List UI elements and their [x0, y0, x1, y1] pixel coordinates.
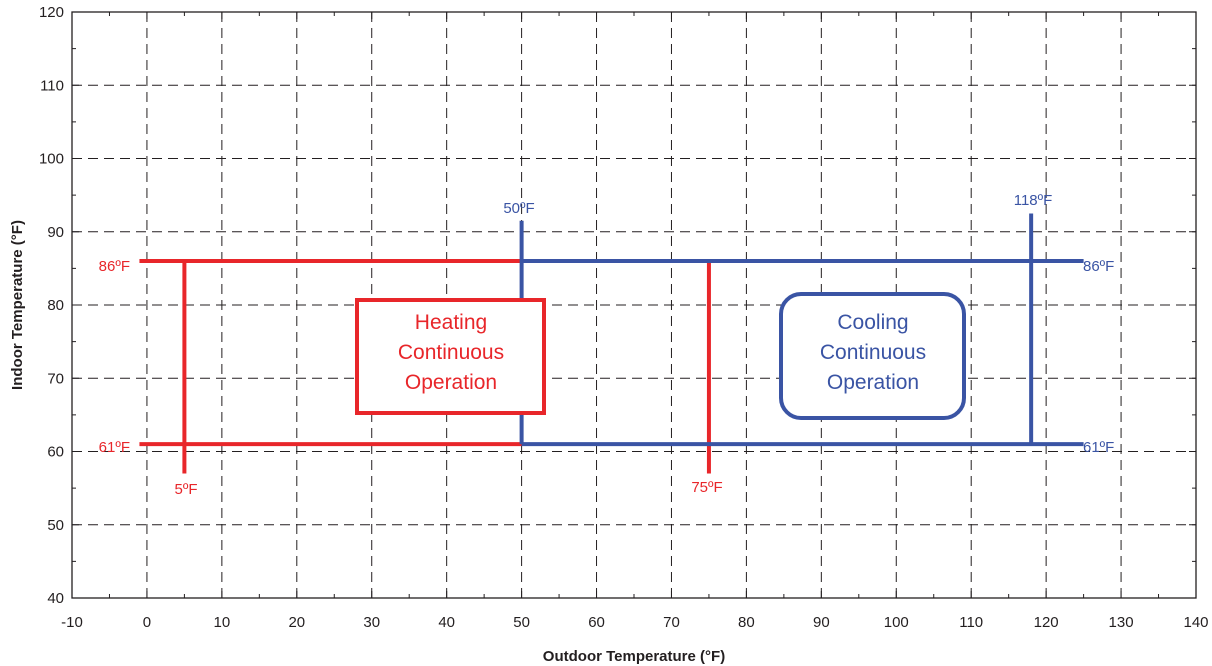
x-tick-label: 110 — [959, 614, 983, 631]
heating-box-line-3: Operation — [405, 371, 497, 394]
cooling-max-outdoor-label: 118ºF — [1014, 192, 1053, 209]
y-tick-label: 40 — [47, 590, 64, 607]
y-axis-tick-labels: 40 50 60 70 80 90 100 110 120 — [39, 4, 64, 607]
heating-lower-limit-label: 61ºF — [99, 439, 130, 456]
x-tick-label: 60 — [588, 614, 605, 631]
cooling-box-line-1: Cooling — [837, 311, 908, 334]
y-tick-label: 80 — [47, 297, 64, 314]
y-tick-label: 60 — [47, 444, 64, 461]
cooling-min-outdoor-label: 50ºF — [503, 200, 534, 217]
y-axis-title: Indoor Temperature (°F) — [9, 220, 26, 390]
x-tick-label: 20 — [288, 614, 305, 631]
cooling-box-line-2: Continuous — [820, 341, 926, 364]
x-tick-label: 140 — [1183, 614, 1208, 631]
x-tick-label: -10 — [61, 614, 83, 631]
x-tick-label: 0 — [143, 614, 151, 631]
y-tick-label: 90 — [47, 224, 64, 241]
x-tick-label: 30 — [363, 614, 380, 631]
cooling-lower-limit-label: 61ºF — [1083, 439, 1114, 456]
x-tick-label: 10 — [214, 614, 231, 631]
x-tick-label: 130 — [1109, 614, 1134, 631]
cooling-box-line-3: Operation — [827, 371, 919, 394]
heating-max-outdoor-label: 75ºF — [691, 479, 722, 496]
heating-box-line-2: Continuous — [398, 341, 504, 364]
x-tick-label: 90 — [813, 614, 830, 631]
x-tick-label: 50 — [513, 614, 530, 631]
x-tick-label: 120 — [1034, 614, 1059, 631]
x-axis-tick-labels: -10 0 10 20 30 40 50 60 70 80 90 100 110 120 130 140 — [61, 614, 1208, 631]
cooling-label-box — [779, 292, 966, 420]
heating-label-box — [355, 298, 546, 415]
y-tick-label: 50 — [47, 517, 64, 534]
x-tick-label: 40 — [438, 614, 455, 631]
y-tick-label: 100 — [39, 151, 64, 168]
x-tick-label: 80 — [738, 614, 755, 631]
x-tick-label: 70 — [663, 614, 680, 631]
cooling-upper-limit-label: 86ºF — [1083, 258, 1114, 275]
y-tick-label: 120 — [39, 4, 64, 21]
y-tick-label: 70 — [47, 370, 64, 387]
x-axis-title: Outdoor Temperature (°F) — [543, 648, 725, 665]
heating-upper-limit-label: 86ºF — [99, 258, 130, 275]
heating-box-line-1: Heating — [415, 311, 487, 334]
heating-min-outdoor-label: 5ºF — [175, 481, 198, 498]
x-tick-label: 100 — [884, 614, 909, 631]
grid — [72, 12, 1196, 598]
y-tick-label: 110 — [40, 77, 64, 94]
minor-ticks — [71, 11, 1197, 599]
